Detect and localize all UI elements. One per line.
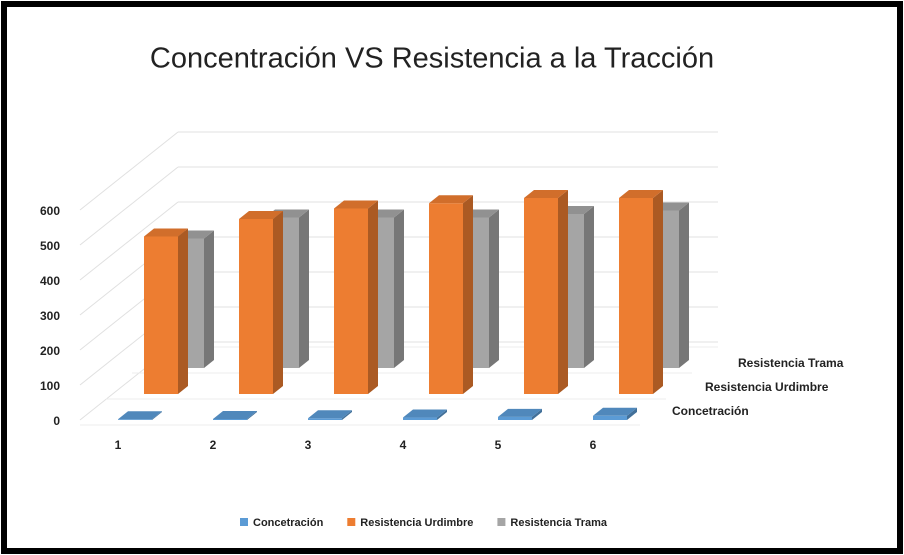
bar <box>403 409 447 420</box>
y-tick-label: 400 <box>40 274 60 288</box>
bar-front <box>524 198 558 394</box>
bar-side <box>394 209 404 368</box>
grid-line <box>79 166 179 246</box>
bar <box>498 408 542 420</box>
legend-label: Resistencia Trama <box>510 517 607 529</box>
bar-front <box>144 236 178 394</box>
legend-swatch <box>347 518 356 526</box>
y-tick-label: 100 <box>40 379 60 393</box>
bar-top <box>308 410 352 419</box>
y-tick-label: 500 <box>40 239 60 253</box>
bar-side <box>299 209 309 368</box>
depth-label: Concetración <box>672 404 749 418</box>
bar <box>593 407 637 420</box>
legend-swatch <box>497 518 506 526</box>
bar <box>334 200 378 394</box>
bar-front <box>619 198 653 394</box>
bar-side <box>437 409 447 420</box>
depth-label: Resistencia Urdimbre <box>705 380 829 394</box>
bar <box>308 410 352 420</box>
bar <box>619 190 663 394</box>
bar <box>429 195 473 394</box>
x-tick-label: 3 <box>305 438 312 452</box>
bar <box>524 190 568 394</box>
bar-side <box>178 228 188 394</box>
bar-side <box>463 195 473 394</box>
y-tick-label: 200 <box>40 344 60 358</box>
bar-side <box>532 408 542 420</box>
bar-top <box>118 411 162 420</box>
bar-top <box>144 228 188 237</box>
bar-side <box>489 209 499 368</box>
bar-front <box>498 416 532 420</box>
bar-top <box>593 407 637 416</box>
bar-side <box>342 410 352 420</box>
bar-side <box>204 230 214 368</box>
bar-front <box>334 208 368 394</box>
bar-side <box>558 190 568 394</box>
y-tick-label: 300 <box>40 309 60 323</box>
depth-label: Resistencia Trama <box>738 356 844 370</box>
bar-side <box>152 411 162 420</box>
x-tick-label: 1 <box>115 438 122 452</box>
legend-label: Concetración <box>253 517 324 529</box>
legend-swatch <box>240 518 248 526</box>
y-tick-label: 0 <box>53 414 60 428</box>
bar-front <box>118 419 152 420</box>
bar-top <box>334 200 378 209</box>
bar-top <box>524 190 568 198</box>
chart-title: Concentración VS Resistencia a la Tracci… <box>150 43 714 75</box>
bar <box>239 211 283 394</box>
bar-side <box>627 407 637 420</box>
bar <box>118 411 162 420</box>
bar-front <box>593 415 627 420</box>
bar-side <box>273 211 283 394</box>
legend-label: Resistencia Urdimbre <box>360 517 473 529</box>
bar-front <box>308 418 342 420</box>
grid-line <box>79 201 179 281</box>
bar <box>213 410 257 420</box>
bar-top <box>619 190 663 198</box>
x-tick-label: 4 <box>400 438 407 452</box>
bar-side <box>247 410 257 420</box>
grid-line <box>79 131 179 211</box>
bar-top <box>429 195 473 204</box>
bar <box>144 228 188 394</box>
bar-side <box>584 206 594 368</box>
x-tick-label: 2 <box>210 438 217 452</box>
bar-side <box>679 202 689 368</box>
bar-top <box>213 410 257 419</box>
y-tick-label: 600 <box>40 204 60 218</box>
x-tick-label: 5 <box>495 438 502 452</box>
bar-top <box>403 409 447 418</box>
bar-front <box>403 417 437 420</box>
x-tick-label: 6 <box>590 438 597 452</box>
bar-side <box>368 200 378 394</box>
bar-front <box>213 418 247 420</box>
bar-top <box>498 408 542 417</box>
bar-front <box>429 203 463 394</box>
bar-side <box>653 190 663 394</box>
bar-front <box>239 219 273 394</box>
bar-top <box>239 211 283 219</box>
